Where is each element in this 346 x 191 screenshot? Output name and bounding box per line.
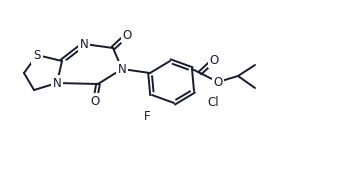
Text: O: O	[122, 28, 131, 41]
Text: O: O	[90, 95, 100, 108]
Text: F: F	[144, 110, 150, 123]
Text: O: O	[213, 75, 222, 88]
Text: N: N	[53, 77, 61, 90]
Text: S: S	[33, 49, 41, 62]
Text: Cl: Cl	[207, 96, 219, 108]
Text: N: N	[80, 37, 88, 50]
Text: O: O	[209, 53, 219, 66]
Text: N: N	[118, 62, 126, 75]
